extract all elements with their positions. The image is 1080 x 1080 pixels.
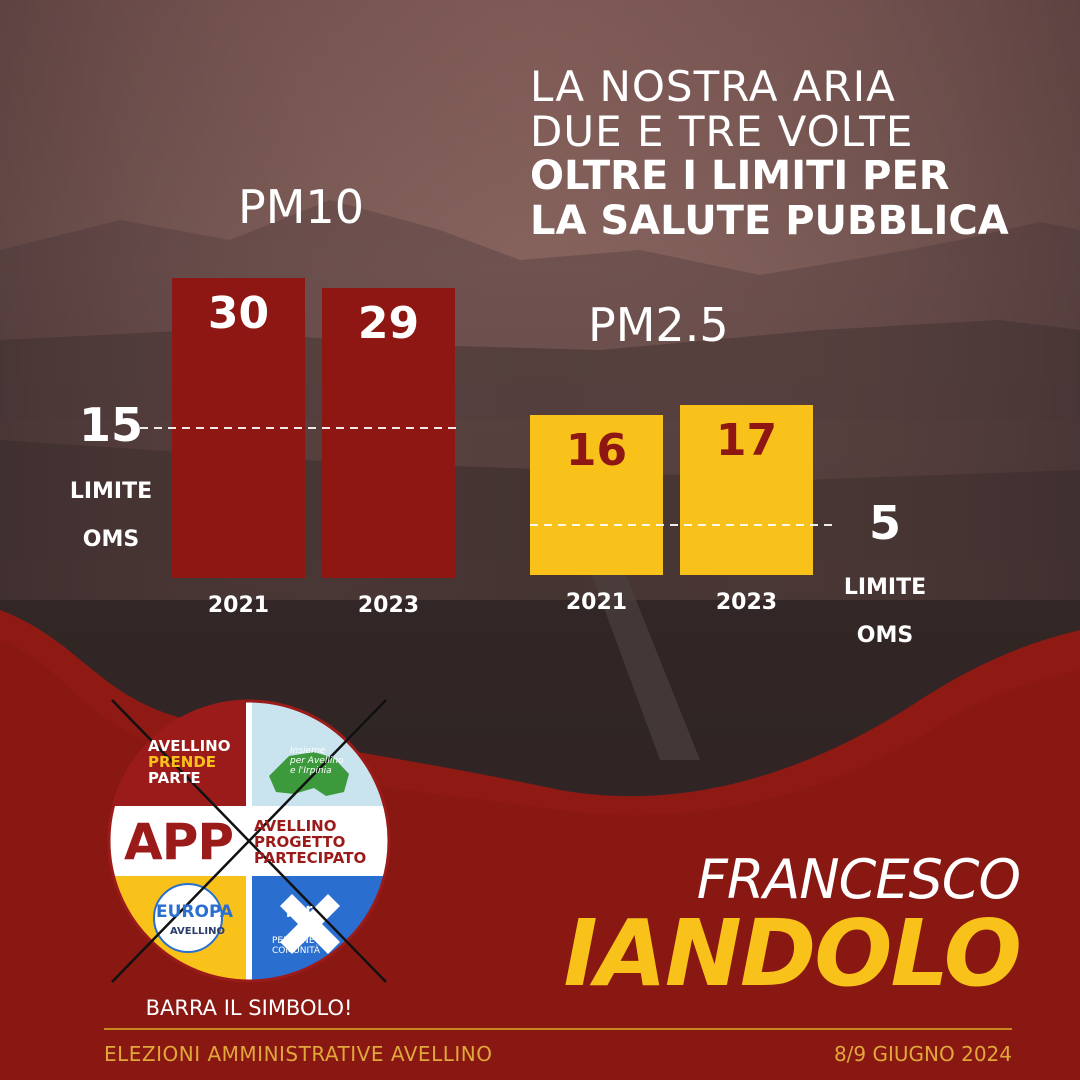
pm10-limit-label-line2: OMS (82, 527, 140, 552)
headline-line4: LA SALUTE PUBBLICA (530, 198, 1009, 244)
logo-q1-line2: PRENDE (148, 753, 217, 771)
logo-per: per (286, 902, 313, 918)
pm25-limit-label-line1: LIMITE (843, 575, 927, 600)
logo-q1-line1: AVELLINO (148, 737, 231, 755)
pm10-title: PM10 (238, 180, 364, 234)
headline: LA NOSTRA ARIA DUE E TRE VOLTE OLTRE I L… (530, 64, 1009, 244)
party-logo: AVELLINO PRENDE PARTE Insieme per Avellino… (104, 696, 394, 986)
headline-line2: DUE E TRE VOLTE (530, 107, 914, 156)
footer-election: ELEZIONI AMMINISTRATIVE AVELLINO (104, 1042, 493, 1066)
logo-q1-line3: PARTE (148, 769, 201, 787)
headline-line1: LA NOSTRA ARIA (530, 62, 896, 111)
headline-line3: OLTRE I LIMITI PER (530, 153, 950, 199)
logo-app: APP (124, 813, 234, 871)
footer-divider (104, 1028, 1012, 1030)
logo-insieme-text: Insieme per Avellino e l'Irpinia (290, 746, 344, 776)
pm25-limit-label-line2: OMS (856, 623, 914, 648)
pm25-title: PM2.5 (588, 298, 729, 352)
pm25-limit-value: 5 (868, 496, 901, 550)
candidate-first-name: FRANCESCO (696, 848, 1021, 911)
barra-il-simbolo: BARRA IL SIMBOLO! (145, 996, 353, 1020)
logo-europa-sub: AVELLINO (170, 926, 225, 937)
pm10-limit-label: LIMITE OMS (58, 456, 164, 552)
footer-date: 8/9 GIUGNO 2024 (833, 1042, 1012, 1066)
logo-app-subtitle: AVELLINO PROGETTO PARTECIPATO (254, 817, 367, 867)
logo-persone-comunita: PERSONE COMUNITÀ (272, 936, 321, 956)
pm10-limit-label-line1: LIMITE (69, 479, 153, 504)
logo-europa: EUROPA (156, 902, 234, 922)
pm25-limit-label: LIMITE OMS (832, 552, 938, 648)
candidate-last-name: IANDOLO (563, 900, 1022, 1007)
logo-avellino-prende-parte: AVELLINO PRENDE PARTE (148, 738, 230, 786)
pm10-limit-value: 15 (78, 398, 143, 452)
